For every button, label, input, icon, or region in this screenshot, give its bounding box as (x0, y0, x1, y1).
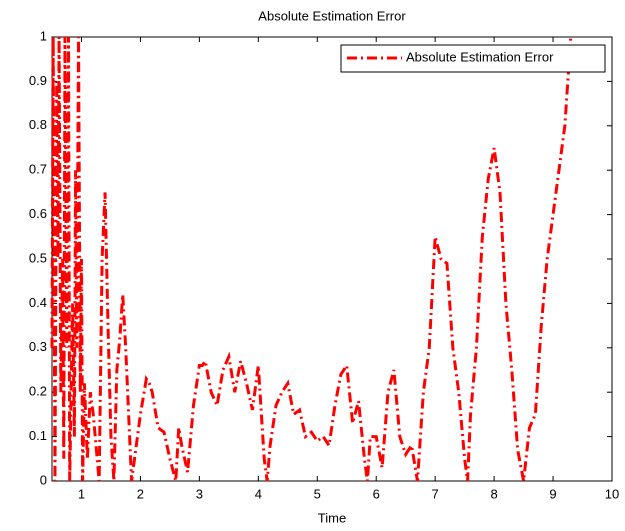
y-tick-label: 1 (40, 28, 47, 43)
y-tick-label: 0.8 (29, 117, 47, 132)
x-axis-label: Time (318, 510, 346, 525)
x-tick-label: 6 (373, 486, 380, 501)
y-tick-label: 0.6 (29, 206, 47, 221)
legend-box (340, 44, 606, 73)
x-tick-label: 1 (78, 486, 85, 501)
chart-title: Absolute Estimation Error (258, 8, 406, 23)
x-tick-label: 10 (605, 486, 619, 501)
y-tick-label: 0.1 (29, 428, 47, 443)
y-tick-label: 0.3 (29, 339, 47, 354)
y-tick-label: 0 (40, 472, 47, 487)
plot-area (51, 36, 613, 482)
x-tick-label: 5 (314, 486, 321, 501)
y-tick-label: 0.4 (29, 295, 47, 310)
x-tick-label: 3 (196, 486, 203, 501)
y-tick-label: 0.5 (29, 250, 47, 265)
y-tick-label: 0.7 (29, 162, 47, 177)
y-tick-label: 0.2 (29, 384, 47, 399)
y-tick-label: 0.9 (29, 73, 47, 88)
x-tick-label: 2 (137, 486, 144, 501)
legend-label: Absolute Estimation Error (406, 49, 554, 64)
x-tick-label: 8 (490, 486, 497, 501)
x-tick-label: 4 (255, 486, 262, 501)
x-tick-label: 9 (549, 486, 556, 501)
x-tick-label: 7 (432, 486, 439, 501)
data-line (50, 36, 573, 482)
